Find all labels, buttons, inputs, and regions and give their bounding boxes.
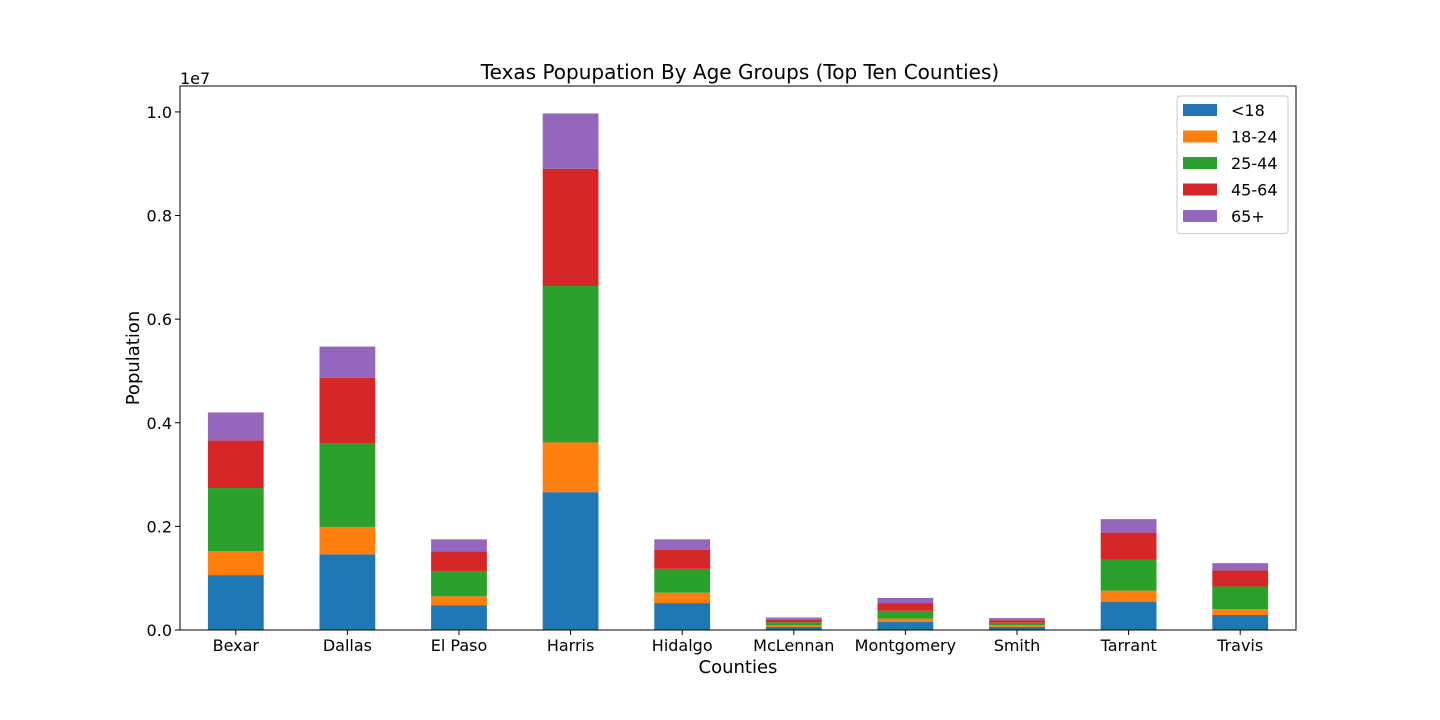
bar-segment [765,617,822,620]
bar-segment [431,570,487,597]
x-axis-label: Counties [699,657,778,678]
x-tick-label: McLennan [753,636,834,655]
bar-segment [542,113,599,169]
bar-segment [319,526,376,555]
bar-segment [319,377,376,443]
bar-segment [1100,519,1157,533]
legend-label: 45-64 [1231,181,1278,200]
bar-segment [877,610,934,619]
x-tick-label: Tarrant [1100,636,1157,655]
y-tick-label: 0.8 [147,207,172,226]
x-tick-label: Dallas [323,636,372,655]
x-tick-label: Bexar [213,636,260,655]
x-tick-label: Travis [1216,636,1263,655]
bar-segment [989,622,1045,626]
legend-box [1176,95,1289,234]
bar-segment [1100,590,1157,603]
bar-segment [989,618,1045,621]
x-tick-label: Hidalgo [652,636,713,655]
bar-segment [542,442,599,493]
x-tick-label: El Paso [431,636,488,655]
y-tick-label: 0.6 [147,310,172,329]
legend-label: <18 [1231,101,1265,120]
bar-segment [1100,532,1157,560]
legend-label: 18-24 [1231,128,1278,147]
bars-group [207,113,1269,630]
bar-segment [431,605,487,630]
legend-swatch [1183,130,1217,143]
bar-segment [542,168,599,286]
bar-segment [207,412,264,441]
legend-label: 25-44 [1231,154,1278,173]
legend-swatch [1183,104,1217,116]
legend-swatch [1183,183,1217,196]
bar-segment [431,551,487,571]
bar-segment [765,626,822,630]
bar-segment [765,622,822,626]
bar-segment [654,592,711,604]
y-axis-label: Population [123,311,144,406]
bar-segment [207,551,264,576]
bar-segment [542,285,599,443]
bar-segment [765,625,822,627]
bar-segment [877,597,934,604]
y-tick-label: 0.2 [147,517,172,536]
bar-segment [319,554,376,630]
bar-segment [1100,602,1157,630]
bar-segment [765,619,822,623]
bar-segment [1212,609,1269,615]
y-tick-label: 1.0 [147,103,172,122]
bar-segment [877,621,934,630]
x-tick-label: Montgomery [855,636,956,655]
legend: <18 18-24 25-44 45-64 65+ [1176,95,1289,234]
bar-segment [654,539,711,550]
bar-segment [877,603,934,611]
bar-segment [989,625,1045,627]
plot-area-frame [179,85,1297,631]
bar-segment [207,575,264,630]
y-tick-label: 0.0 [147,621,172,640]
legend-swatch [1183,210,1217,222]
bar-segment [1212,563,1269,571]
bar-segment [1212,570,1269,587]
x-tick-label: Harris [547,636,595,655]
bar-segment [989,626,1045,630]
x-ticks-group: Bexar Dallas El Paso Harris Hidalgo McLennan M… [213,630,1263,655]
y-ticks-group: 0.0 0.2 0.4 0.6 0.8 1.0 [147,103,180,640]
bar-segment [1212,614,1269,630]
bar-segment [654,603,711,630]
bar-segment [877,618,934,622]
y-tick-label: 0.4 [147,414,172,433]
bar-segment [207,488,264,552]
y-axis-offset-label: 1e7 [180,69,210,88]
bar-segment [542,492,599,630]
x-tick-label: Smith [994,636,1041,655]
legend-swatch [1183,157,1217,169]
bar-segment [431,596,487,606]
bar-segment [989,620,1045,623]
bar-segment [1100,559,1157,591]
legend-label: 65+ [1231,207,1265,226]
bar-segment [654,549,711,569]
chart-title: Texas Popupation By Age Groups (Top Ten … [480,60,999,84]
bar-segment [431,539,487,552]
bar-segment [654,568,711,593]
bar-segment [1212,586,1269,610]
bar-segment [207,440,264,489]
bar-segment [319,442,376,527]
bar-segment [319,346,376,378]
